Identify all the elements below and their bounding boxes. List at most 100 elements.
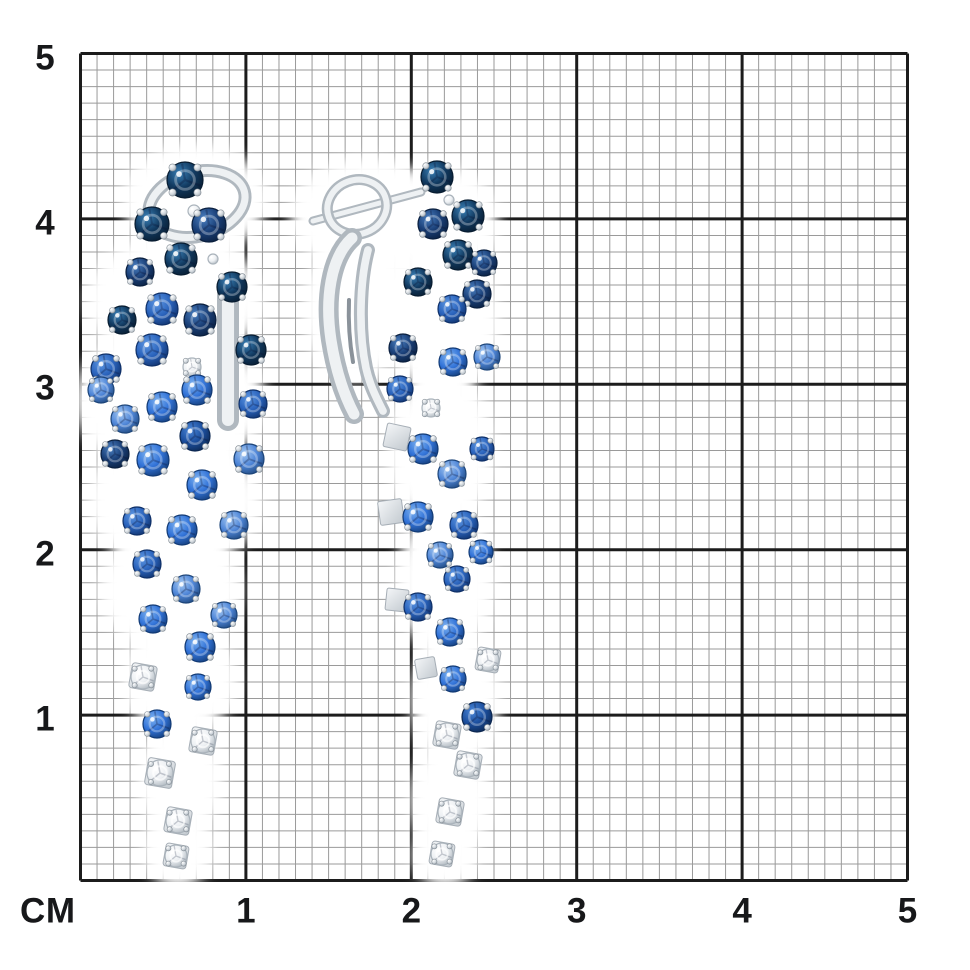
diamond-stone: [428, 840, 456, 868]
sapphire-stone: [417, 208, 449, 240]
sapphire-stone: [219, 510, 249, 540]
prong-ball: [204, 675, 210, 681]
prong-ball: [456, 770, 463, 777]
diamond-stone: [443, 194, 455, 206]
sapphire-stone: [136, 443, 170, 477]
prong-ball: [159, 606, 166, 613]
prong-ball: [208, 729, 215, 736]
sapphire-stone: [181, 374, 213, 406]
prong-ball: [421, 398, 428, 405]
prong-ball: [475, 345, 481, 351]
prong-ball: [422, 162, 430, 170]
prong-ball: [189, 537, 196, 544]
prong-ball: [475, 201, 483, 209]
prong-ball: [144, 711, 151, 718]
prong-ball: [102, 441, 109, 448]
prong-ball: [188, 492, 195, 499]
prong-ball: [166, 809, 173, 816]
prong-ball: [405, 288, 412, 295]
prong-ball: [475, 223, 483, 231]
prong-ball: [259, 391, 266, 398]
prong-ball: [107, 396, 113, 402]
prong-ball: [138, 445, 146, 453]
sapphire-stone: [386, 375, 414, 403]
prong-ball: [409, 456, 416, 463]
empty-basket-setting: [377, 498, 405, 526]
prong-ball: [451, 512, 458, 519]
sapphire-stone: [171, 574, 201, 604]
prong-ball: [459, 685, 465, 691]
prong-ball: [431, 843, 438, 850]
prong-ball: [492, 649, 499, 656]
prong-ball: [259, 410, 266, 417]
prong-ball: [193, 163, 202, 172]
sapphire-stone: [184, 673, 212, 701]
prong-ball: [456, 619, 463, 626]
prong-ball: [477, 664, 484, 671]
sapphire-stone: [435, 617, 465, 647]
prong-ball: [202, 422, 209, 429]
prong-ball: [451, 531, 458, 538]
prong-ball: [182, 357, 189, 364]
prong-ball: [455, 800, 462, 807]
prong-ball: [195, 357, 202, 364]
prong-ball: [240, 410, 247, 417]
prong-ball: [435, 740, 442, 747]
prong-ball: [239, 294, 246, 301]
prong-ball: [146, 259, 153, 266]
prong-ball: [430, 456, 437, 463]
prong-ball: [439, 461, 446, 468]
right-earring-side-view: [308, 160, 502, 868]
prong-ball: [444, 162, 452, 170]
diamond-stone: [163, 806, 193, 836]
prong-ball: [143, 508, 150, 515]
prong-ball: [388, 377, 394, 383]
diamond-stone: [182, 357, 202, 377]
prong-ball: [188, 266, 196, 274]
sapphire-stone: [100, 439, 130, 469]
prong-ball: [186, 654, 193, 661]
prong-ball: [193, 233, 201, 241]
prong-ball: [463, 724, 470, 731]
prong-ball: [437, 619, 444, 626]
prong-ball: [186, 693, 192, 699]
prong-ball: [421, 411, 428, 418]
prong-ball: [240, 391, 247, 398]
prong-ball: [490, 269, 496, 275]
prong-ball: [192, 595, 199, 602]
prong-ball: [456, 753, 463, 760]
diamond-stone: [144, 757, 176, 789]
sapphire-stone: [107, 305, 137, 335]
prong-ball: [204, 376, 211, 383]
prong-ball: [148, 393, 155, 400]
diamond-stone: [421, 398, 441, 418]
prong-ball: [440, 210, 447, 217]
prong-ball: [487, 437, 494, 444]
sapphire-stone: [420, 160, 454, 194]
diamond-stone: [453, 750, 483, 780]
prong-ball: [493, 345, 499, 351]
prong-ball: [458, 461, 465, 468]
prong-ball: [165, 860, 172, 867]
prong-ball: [458, 480, 465, 487]
prong-ball: [147, 294, 155, 302]
prong-ball: [160, 232, 168, 240]
sapphire-stone: [166, 161, 204, 199]
prong-ball: [483, 300, 490, 307]
prong-ball: [493, 363, 499, 369]
sapphire-stone: [403, 267, 433, 297]
prong-ball: [209, 492, 216, 499]
prong-ball: [113, 376, 120, 383]
prong-ball: [188, 244, 196, 252]
sapphire-stone: [462, 279, 492, 309]
prong-ball: [131, 406, 138, 413]
sapphire-stone: [451, 199, 485, 233]
prong-ball: [459, 368, 466, 375]
prong-ball: [131, 682, 138, 689]
prong-ball: [112, 425, 119, 432]
sapphire-stone: [164, 242, 198, 276]
prong-ball: [240, 531, 247, 538]
sapphire-stone: [402, 501, 434, 533]
prong-ball: [465, 241, 472, 248]
prong-ball: [424, 269, 431, 276]
